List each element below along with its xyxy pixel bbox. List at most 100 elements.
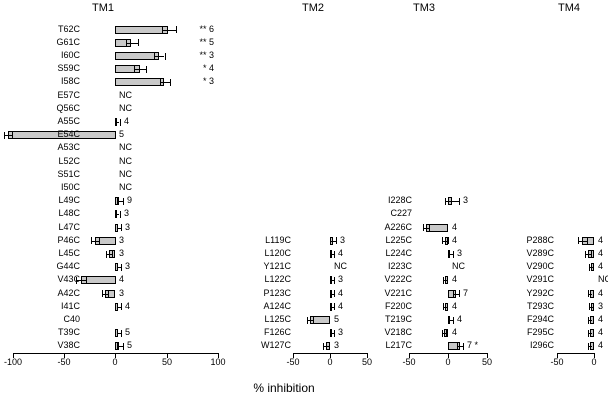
annotation: 4 — [598, 327, 604, 337]
annotation: 5 — [127, 340, 133, 350]
annotation: 3 — [338, 274, 344, 284]
category-label: L224C — [385, 248, 412, 258]
error-bar — [589, 307, 593, 308]
error-bar — [160, 82, 170, 83]
category-label: P288C — [526, 235, 554, 245]
x-axis-tick-label: -50 — [57, 357, 71, 367]
annotation: NC — [119, 142, 132, 152]
error-cap — [459, 290, 460, 297]
x-axis-tick-label: 50 — [481, 357, 492, 367]
x-axis-tick-label: 50 — [161, 357, 172, 367]
error-cap — [589, 303, 590, 310]
error-cap — [126, 39, 127, 46]
error-cap — [585, 251, 586, 258]
error-cap — [330, 330, 331, 337]
annotation: 5 — [125, 327, 131, 337]
annotation: 4 — [452, 301, 458, 311]
error-cap — [117, 264, 118, 271]
category-label: L119C — [265, 235, 291, 245]
annotation: 4 — [119, 274, 125, 284]
x-axis-tick-label: -100 — [3, 357, 22, 367]
error-cap — [91, 237, 92, 244]
category-label: W127C — [260, 340, 291, 350]
error-bar — [117, 201, 123, 202]
error-bar — [442, 241, 448, 242]
error-bar — [448, 254, 453, 255]
error-bar — [443, 307, 448, 308]
error-cap — [4, 132, 5, 139]
error-cap — [423, 224, 424, 231]
category-label: V218C — [384, 327, 412, 337]
category-label: V43C — [57, 274, 80, 284]
category-label: V222C — [384, 274, 412, 284]
annotation: 4 — [598, 340, 604, 350]
category-label: L225C — [385, 235, 412, 245]
error-cap — [108, 290, 109, 297]
x-axis — [13, 353, 219, 354]
error-cap — [120, 211, 121, 218]
error-cap — [588, 343, 589, 350]
category-label: V289C — [526, 248, 554, 258]
error-bar — [588, 294, 592, 295]
error-cap — [453, 317, 454, 324]
category-label: S51C — [57, 169, 80, 179]
annotation: 3 — [340, 235, 346, 245]
error-cap — [334, 277, 335, 284]
annotation: NC — [598, 274, 608, 284]
error-cap — [121, 264, 122, 271]
category-label: V221C — [384, 288, 412, 298]
category-label: V291C — [526, 274, 554, 284]
error-cap — [334, 303, 335, 310]
error-cap — [448, 237, 449, 244]
error-bar — [106, 254, 112, 255]
annotation: NC — [119, 156, 132, 166]
category-label: F126C — [263, 327, 291, 337]
annotation: 5 — [334, 314, 340, 324]
bar — [115, 52, 159, 60]
category-label: G61C — [56, 37, 80, 47]
category-label: T293C — [526, 301, 554, 311]
x-axis — [409, 353, 488, 354]
x-axis-tick-label: 50 — [361, 357, 372, 367]
category-label: A55C — [57, 116, 80, 126]
error-bar — [588, 346, 592, 347]
error-bar — [588, 333, 592, 334]
category-label: I228C — [387, 195, 412, 205]
error-cap — [578, 237, 579, 244]
annotation: 4 — [452, 235, 458, 245]
annotation: NC — [119, 103, 132, 113]
error-cap — [448, 317, 449, 324]
category-label: A53C — [57, 142, 80, 152]
error-bar — [115, 122, 119, 123]
annotation: * 3 — [202, 76, 214, 86]
category-label: A124C — [263, 301, 291, 311]
error-cap — [117, 198, 118, 205]
error-cap — [593, 317, 594, 324]
error-cap — [307, 317, 308, 324]
error-cap — [589, 264, 590, 271]
error-cap — [138, 39, 139, 46]
error-cap — [330, 237, 331, 244]
error-bar — [4, 135, 12, 136]
x-axis-tick — [367, 354, 368, 358]
error-cap — [587, 237, 588, 244]
error-cap — [588, 290, 589, 297]
x-axis-tick-label: 0 — [112, 357, 118, 367]
annotation: 4 — [452, 327, 458, 337]
category-label: I41C — [60, 301, 80, 311]
category-label: C227 — [390, 208, 412, 218]
error-cap — [334, 251, 335, 258]
error-bar — [457, 346, 463, 347]
category-label: S59C — [57, 63, 80, 73]
error-cap — [330, 277, 331, 284]
error-bar — [330, 294, 334, 295]
panel-title: TM4 — [558, 2, 580, 14]
category-label: P123C — [263, 288, 291, 298]
annotation: 4 — [598, 235, 604, 245]
error-cap — [146, 66, 147, 73]
error-bar — [330, 333, 334, 334]
error-cap — [160, 79, 161, 86]
error-bar — [442, 333, 447, 334]
x-axis-tick — [409, 354, 410, 358]
annotation: 3 — [338, 327, 344, 337]
